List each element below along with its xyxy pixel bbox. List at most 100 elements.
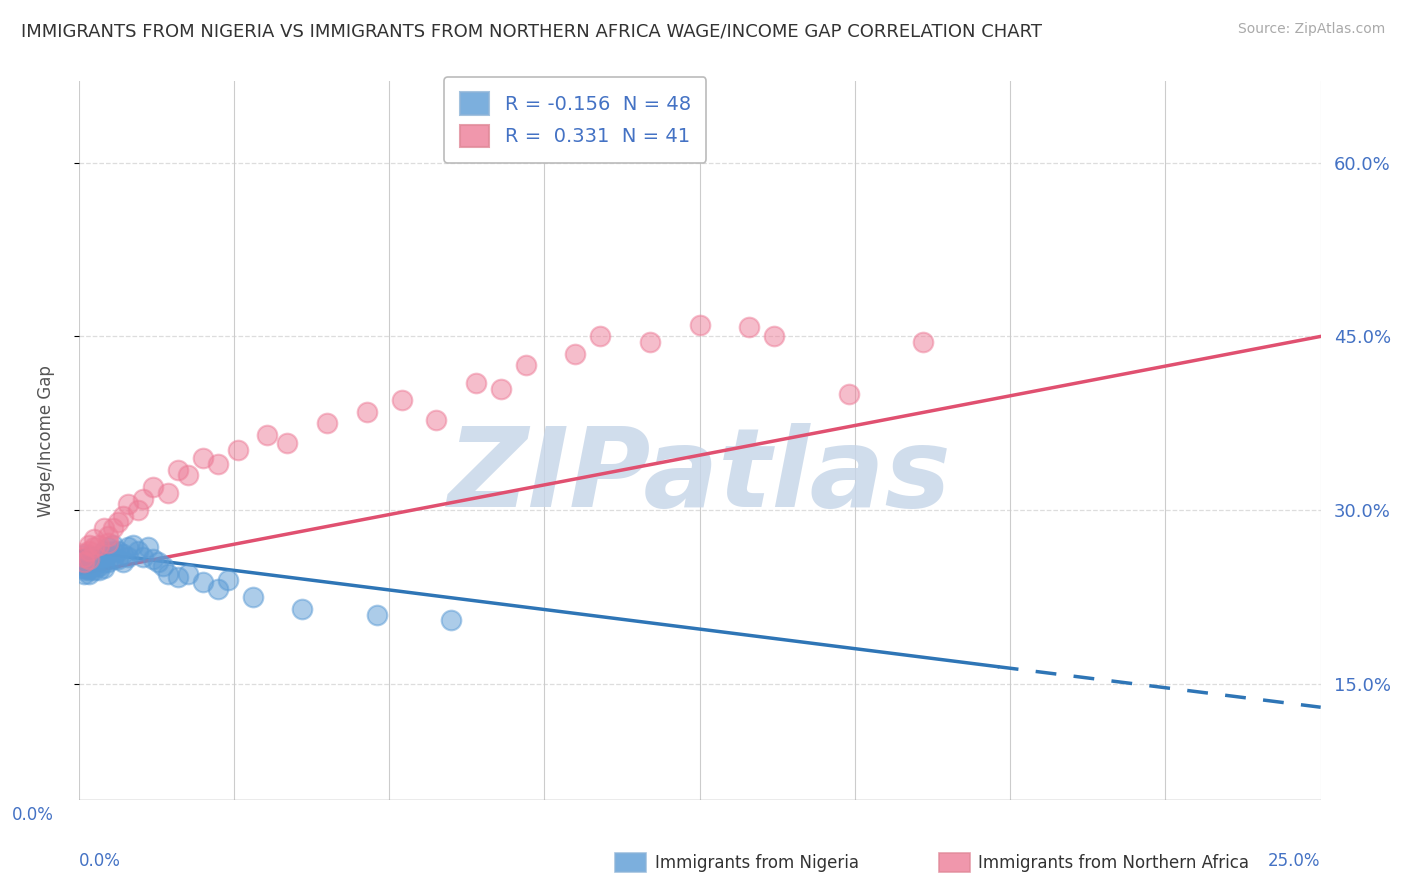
Point [72, 561, 94, 575]
Point [132, 549, 155, 564]
Point [127, 543, 149, 558]
Point [425, 413, 447, 427]
Point [77, 552, 100, 566]
Point [97, 535, 120, 549]
Point [132, 491, 155, 506]
Point [226, 442, 249, 457]
Point [103, 520, 125, 534]
Point [93, 555, 115, 569]
Point [276, 436, 298, 450]
Point [72, 566, 94, 581]
Point [763, 329, 786, 343]
Point [87, 552, 110, 566]
Point [177, 468, 200, 483]
Point [242, 590, 264, 604]
Point [87, 564, 110, 578]
Point [83, 549, 105, 564]
Point [97, 529, 120, 543]
Point [77, 538, 100, 552]
Point [167, 570, 190, 584]
Point [256, 428, 278, 442]
Point [152, 558, 174, 573]
Point [107, 515, 129, 529]
Point [136, 541, 159, 555]
Point [167, 463, 190, 477]
Point [77, 543, 100, 558]
Point [316, 417, 339, 431]
Point [738, 320, 761, 334]
Point [638, 335, 661, 350]
Point [291, 601, 314, 615]
Point [157, 566, 180, 581]
Point [112, 555, 135, 569]
Legend: R = -0.156  N = 48, R =  0.331  N = 41: R = -0.156 N = 48, R = 0.331 N = 41 [444, 77, 706, 162]
Point [356, 405, 378, 419]
Point [77, 549, 100, 564]
Point [107, 552, 129, 566]
Point [83, 541, 105, 555]
Point [207, 582, 229, 596]
Point [77, 561, 100, 575]
Point [93, 561, 115, 575]
Point [207, 457, 229, 471]
Point [191, 575, 214, 590]
Text: 0.0%: 0.0% [13, 805, 53, 823]
Point [912, 335, 935, 350]
Point [391, 393, 413, 408]
Point [117, 541, 139, 555]
Text: 25.0%: 25.0% [1268, 852, 1320, 870]
Point [97, 541, 120, 555]
Point [122, 538, 145, 552]
Point [83, 564, 105, 578]
Point [515, 359, 537, 373]
Point [589, 329, 612, 343]
Point [107, 543, 129, 558]
Point [87, 558, 110, 573]
Point [87, 538, 110, 552]
Text: IMMIGRANTS FROM NIGERIA VS IMMIGRANTS FROM NORTHERN AFRICA WAGE/INCOME GAP CORRE: IMMIGRANTS FROM NIGERIA VS IMMIGRANTS FR… [21, 22, 1042, 40]
Point [217, 573, 239, 587]
Point [77, 564, 100, 578]
Point [117, 549, 139, 564]
Y-axis label: Wage/Income Gap: Wage/Income Gap [37, 365, 55, 516]
Point [689, 318, 711, 332]
Point [72, 552, 94, 566]
Point [77, 566, 100, 581]
Point [146, 555, 169, 569]
Point [93, 520, 115, 534]
Point [83, 558, 105, 573]
Text: ZIPatlas: ZIPatlas [447, 423, 952, 530]
Point [127, 503, 149, 517]
Point [157, 486, 180, 500]
Point [93, 549, 115, 564]
Point [117, 498, 139, 512]
Text: Immigrants from Nigeria: Immigrants from Nigeria [655, 855, 859, 872]
Point [97, 555, 120, 569]
Point [142, 480, 165, 494]
Text: Source: ZipAtlas.com: Source: ZipAtlas.com [1237, 22, 1385, 37]
Point [103, 543, 125, 558]
Point [112, 547, 135, 561]
Point [103, 552, 125, 566]
Point [83, 532, 105, 546]
Point [103, 538, 125, 552]
Point [112, 509, 135, 524]
Point [177, 566, 200, 581]
Point [838, 387, 860, 401]
Point [83, 555, 105, 569]
Point [72, 555, 94, 569]
Point [191, 451, 214, 466]
Point [72, 555, 94, 569]
Point [440, 613, 463, 627]
Point [72, 555, 94, 569]
Point [97, 547, 120, 561]
Point [142, 552, 165, 566]
Point [72, 549, 94, 564]
Point [77, 555, 100, 569]
Point [564, 347, 586, 361]
Text: Immigrants from Northern Africa: Immigrants from Northern Africa [979, 855, 1249, 872]
Point [366, 607, 388, 622]
Point [93, 543, 115, 558]
Text: 0.0%: 0.0% [79, 852, 121, 870]
Point [465, 376, 488, 390]
